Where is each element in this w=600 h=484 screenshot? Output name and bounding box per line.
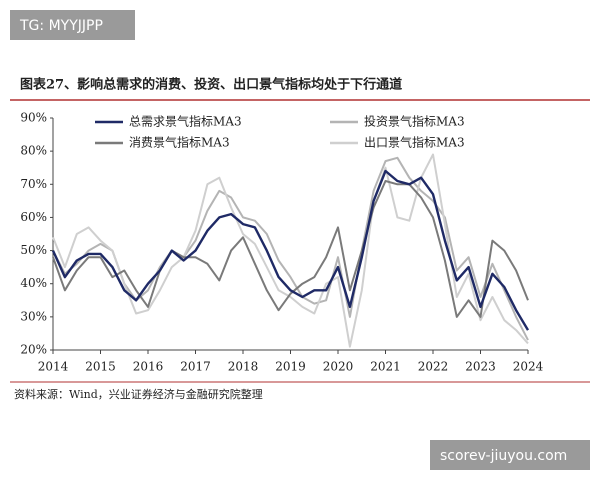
x-tick-label: 2020 xyxy=(323,360,354,374)
legend-label: 消费景气指标MA3 xyxy=(129,135,230,150)
x-tick-label: 2015 xyxy=(85,360,116,374)
y-tick-label: 30% xyxy=(20,309,47,323)
series-line xyxy=(52,156,529,341)
y-tick-label: 40% xyxy=(20,276,47,290)
x-tick-label: 2022 xyxy=(418,360,449,374)
watermark-box xyxy=(10,10,135,40)
x-tick-label: 2016 xyxy=(133,360,164,374)
legend-label: 出口景气指标MA3 xyxy=(364,135,465,150)
x-tick-label: 2024 xyxy=(513,360,544,374)
x-tick-label: 2019 xyxy=(275,360,306,374)
x-tick-label: 2023 xyxy=(465,360,496,374)
y-tick-label: 20% xyxy=(20,343,47,357)
x-tick-label: 2018 xyxy=(228,360,259,374)
y-tick-label: 60% xyxy=(20,210,47,224)
y-tick-label: 50% xyxy=(20,243,47,257)
series-line xyxy=(51,169,530,331)
series-line xyxy=(52,180,529,318)
y-tick-label: 80% xyxy=(20,144,47,158)
chart-title: 图表27、影响总需求的消费、投资、出口景气指标均处于下行通道 xyxy=(20,77,402,93)
legend-label: 投资景气指标MA3 xyxy=(364,114,465,129)
legend-label: 总需求景气指标MA3 xyxy=(129,114,242,129)
series-line xyxy=(52,153,529,348)
y-tick-label: 90% xyxy=(20,111,47,125)
watermark: TG: MYYJJPP xyxy=(19,18,103,34)
watermark: scorev-jiuyou.com xyxy=(440,448,567,464)
x-tick-label: 2017 xyxy=(180,360,211,374)
watermark-box xyxy=(430,440,590,470)
x-tick-label: 2014 xyxy=(38,360,69,374)
y-tick-label: 70% xyxy=(20,177,47,191)
source: 资料来源：Wind，兴业证券经济与金融研究院整理 xyxy=(14,387,263,401)
x-tick-label: 2021 xyxy=(370,360,401,374)
